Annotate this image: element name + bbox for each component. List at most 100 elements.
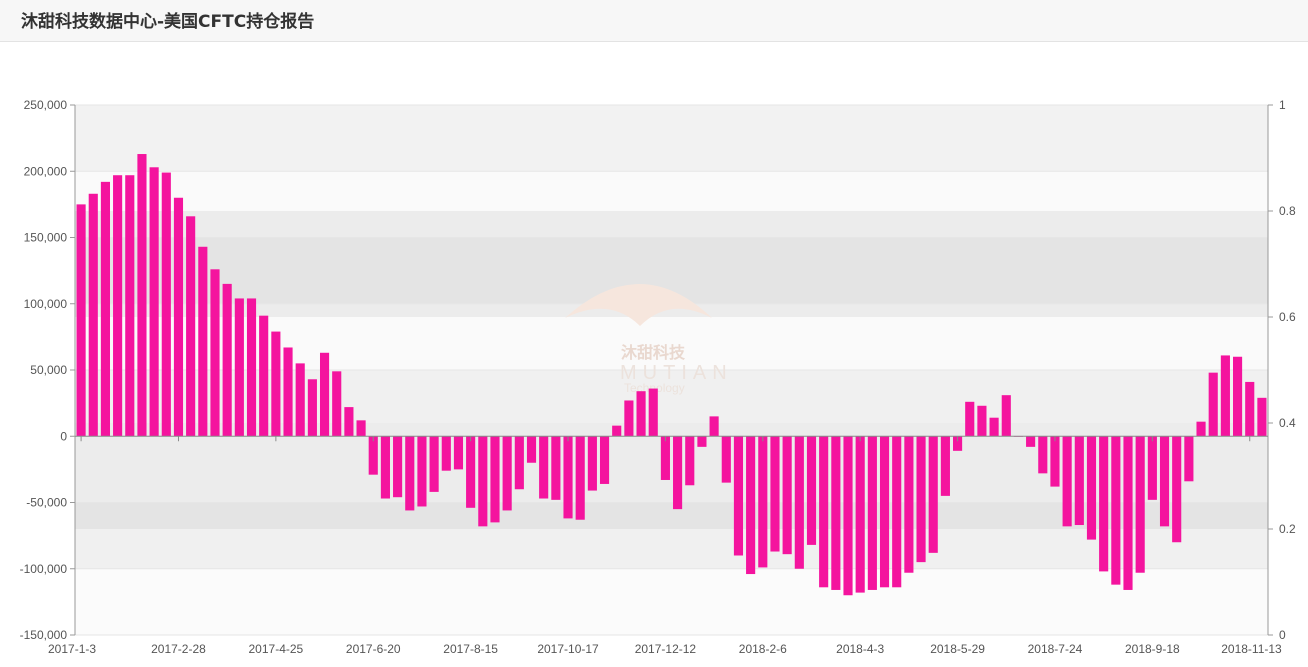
bar[interactable] xyxy=(1245,381,1255,437)
bar[interactable] xyxy=(1111,436,1121,585)
bar[interactable] xyxy=(806,436,817,545)
bar[interactable] xyxy=(612,425,622,437)
bar[interactable] xyxy=(161,172,171,437)
bar[interactable] xyxy=(76,204,86,437)
bar[interactable] xyxy=(490,436,500,523)
bar[interactable] xyxy=(892,436,902,588)
bar[interactable] xyxy=(843,436,853,596)
bar[interactable] xyxy=(1099,436,1109,572)
bar[interactable] xyxy=(526,436,537,463)
bar[interactable] xyxy=(429,436,439,492)
bar[interactable] xyxy=(624,400,634,437)
bar[interactable] xyxy=(831,436,841,590)
bar[interactable] xyxy=(673,436,683,510)
bar[interactable] xyxy=(173,197,184,437)
bar[interactable] xyxy=(332,371,342,437)
bar[interactable] xyxy=(222,283,232,437)
bar[interactable] xyxy=(307,379,317,437)
bar[interactable] xyxy=(405,436,415,511)
bar[interactable] xyxy=(1257,397,1267,437)
bar[interactable] xyxy=(478,436,488,527)
bar[interactable] xyxy=(867,436,877,590)
bar[interactable] xyxy=(186,216,196,437)
bar[interactable] xyxy=(198,246,208,437)
bar[interactable] xyxy=(758,436,768,568)
bar[interactable] xyxy=(575,436,585,520)
bar[interactable] xyxy=(356,420,366,437)
bar[interactable] xyxy=(417,436,427,507)
bar[interactable] xyxy=(259,315,269,437)
bar[interactable] xyxy=(466,436,476,508)
bar[interactable] xyxy=(697,436,707,447)
bar[interactable] xyxy=(1147,436,1157,500)
bar[interactable] xyxy=(587,436,597,491)
bar[interactable] xyxy=(1038,436,1048,474)
bar[interactable] xyxy=(393,436,403,498)
bar[interactable] xyxy=(648,388,658,437)
bar[interactable] xyxy=(502,436,512,511)
bar[interactable] xyxy=(1074,436,1084,526)
bar[interactable] xyxy=(1001,395,1011,437)
bar[interactable] xyxy=(1196,421,1206,437)
bar[interactable] xyxy=(137,154,147,437)
bar[interactable] xyxy=(940,436,950,496)
bar[interactable] xyxy=(563,436,573,519)
bar[interactable] xyxy=(1172,436,1182,543)
bar[interactable] xyxy=(1159,436,1170,527)
bar[interactable] xyxy=(855,436,865,593)
bar[interactable] xyxy=(685,436,695,486)
bar[interactable] xyxy=(599,436,610,484)
bar[interactable] xyxy=(733,436,744,556)
bar[interactable] xyxy=(295,363,305,437)
bar[interactable] xyxy=(344,407,354,437)
bar[interactable] xyxy=(953,436,963,451)
bar[interactable] xyxy=(1184,436,1194,482)
bar[interactable] xyxy=(794,436,804,569)
bar[interactable] xyxy=(539,436,549,499)
bar[interactable] xyxy=(319,352,330,437)
x-axis-labels: 2017-1-3 2017-2-28 2017-4-25 2017-6-20 2017-… xyxy=(48,642,1282,656)
bar[interactable] xyxy=(904,436,914,573)
bar[interactable] xyxy=(100,181,110,437)
bar[interactable] xyxy=(636,391,646,437)
bar[interactable] xyxy=(1026,436,1036,447)
bar[interactable] xyxy=(149,167,159,437)
bar[interactable] xyxy=(234,298,244,437)
bar[interactable] xyxy=(965,401,975,437)
bar[interactable] xyxy=(368,436,378,475)
bar[interactable] xyxy=(1050,436,1060,487)
bar[interactable] xyxy=(1135,436,1145,573)
bar[interactable] xyxy=(210,269,220,437)
bar[interactable] xyxy=(782,436,792,555)
bar[interactable] xyxy=(977,405,987,437)
bar[interactable] xyxy=(819,436,829,588)
bar[interactable] xyxy=(916,436,926,563)
bar[interactable] xyxy=(709,416,719,437)
bar[interactable] xyxy=(88,193,98,437)
bar[interactable] xyxy=(441,436,451,471)
bar[interactable] xyxy=(989,417,999,437)
bar[interactable] xyxy=(453,436,464,470)
bar[interactable] xyxy=(721,436,731,483)
bar[interactable] xyxy=(125,175,135,437)
bar[interactable] xyxy=(283,347,293,437)
x-tick-label: 2018-2-6 xyxy=(739,642,787,656)
bar[interactable] xyxy=(1086,436,1097,540)
bar[interactable] xyxy=(1233,356,1243,437)
bar[interactable] xyxy=(271,331,281,437)
bar[interactable] xyxy=(1208,372,1218,437)
bar[interactable] xyxy=(551,436,561,500)
bar[interactable] xyxy=(746,436,756,575)
bar[interactable] xyxy=(380,436,390,499)
bar[interactable] xyxy=(660,436,670,480)
axes xyxy=(70,104,1273,636)
bar[interactable] xyxy=(1123,436,1133,590)
bar[interactable] xyxy=(879,436,890,588)
bar[interactable] xyxy=(113,175,123,437)
bar[interactable] xyxy=(246,298,257,437)
bar[interactable] xyxy=(514,436,524,490)
bar[interactable] xyxy=(928,436,938,553)
bar[interactable] xyxy=(1220,355,1230,437)
bar[interactable] xyxy=(770,436,780,552)
bar[interactable] xyxy=(1062,436,1072,527)
